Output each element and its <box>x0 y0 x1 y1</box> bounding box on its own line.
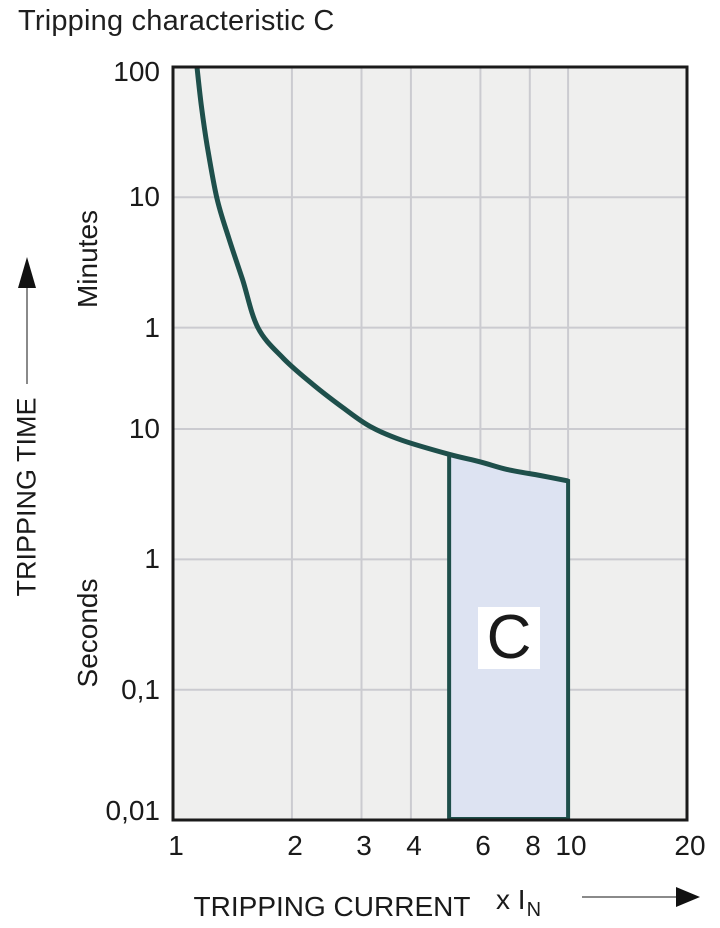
x-tick-label: 20 <box>674 830 706 861</box>
multiplier-text: x I <box>496 884 526 915</box>
x-axis-multiplier: x IN <box>496 884 541 921</box>
x-tick-label: 1 <box>168 830 184 861</box>
x-tick-label: 2 <box>287 830 303 861</box>
right-arrow-icon <box>582 887 700 907</box>
y-tick-label: 10 <box>128 181 160 212</box>
plot-layer <box>171 65 689 822</box>
tripping-curve <box>194 66 569 484</box>
x-tick-label: 3 <box>356 830 372 861</box>
x-tick-label: 4 <box>406 830 422 861</box>
y-tick-label: 0,01 <box>105 795 161 826</box>
plot-area <box>173 67 687 820</box>
x-tick-label: 10 <box>555 830 587 861</box>
x-tick-label: 8 <box>525 830 541 861</box>
chart-title: Tripping characteristic C <box>18 5 335 37</box>
up-arrow-icon <box>18 257 36 384</box>
y-tick-label: 1 <box>144 312 160 343</box>
minutes-unit-label: Minutes <box>72 209 103 309</box>
multiplier-subscript: N <box>526 899 542 921</box>
seconds-unit-label: Seconds <box>72 578 103 688</box>
y-tick-label: 0,1 <box>121 674 160 705</box>
y-tick-label: 1 <box>144 543 160 574</box>
x-tick-label: 6 <box>475 830 491 861</box>
y-tick-label: 10 <box>128 413 160 444</box>
x-axis-title: TRIPPING CURRENT <box>193 891 471 922</box>
plot-border <box>171 65 689 822</box>
region-C-label: C <box>478 607 540 669</box>
y-tick-label: 100 <box>113 56 160 87</box>
